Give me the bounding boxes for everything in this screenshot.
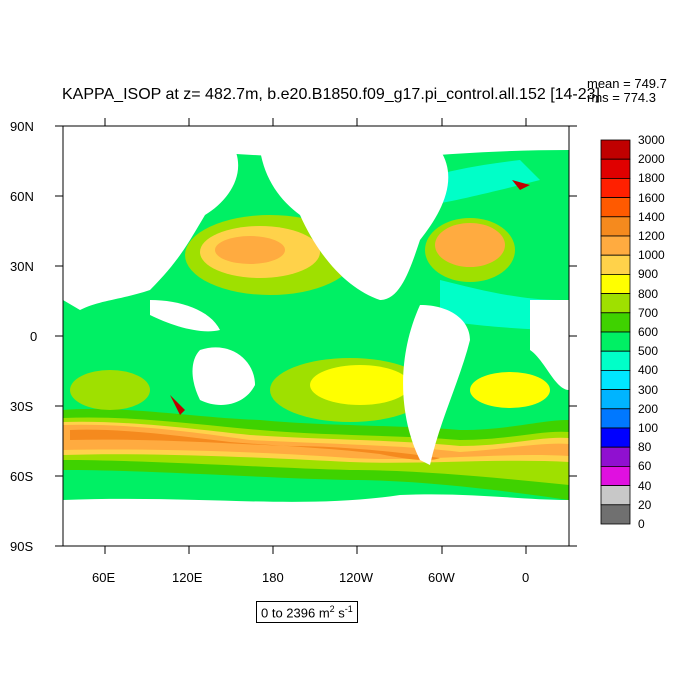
south-pacific-gyre-900 — [310, 365, 410, 405]
map-field — [63, 126, 569, 546]
nw-atlantic-jet — [512, 180, 530, 190]
north-atlantic-gyre-1000 — [435, 223, 505, 267]
land-maritime-continent — [150, 300, 220, 332]
mean-stat: mean = 749.7 — [587, 76, 667, 91]
colorbar-swatch — [600, 446, 631, 467]
colorbar-label: 80 — [638, 440, 652, 455]
lat-label-90n: 90N — [10, 119, 34, 134]
lat-label-0: 0 — [30, 329, 38, 344]
indian-ocean-gyre-800 — [70, 370, 150, 410]
lat-label-60s: 60S — [10, 469, 34, 484]
plot-title: KAPPA_ISOP at z= 482.7m, b.e20.B1850.f09… — [62, 86, 600, 103]
southern-ocean-band-1400 — [70, 429, 440, 461]
colorbar-label: 500 — [638, 344, 659, 359]
lon-label-60w: 60W — [428, 570, 455, 585]
colorbar-swatch — [600, 235, 631, 256]
colorbar-label: 700 — [638, 305, 659, 320]
land-australia — [192, 347, 255, 405]
colorbar-swatch — [600, 369, 631, 390]
colorbar-label: 1600 — [638, 190, 665, 205]
colorbar-label: 60 — [638, 459, 652, 474]
land-antarctica — [63, 494, 569, 546]
range-sup-1: 2 — [329, 604, 335, 614]
colorbar-label: 1000 — [638, 248, 665, 263]
lon-label-120w: 120W — [339, 570, 373, 585]
range-prefix: 0 to 2396 m — [261, 605, 330, 621]
colorbar-label: 2000 — [638, 152, 665, 167]
southern-ocean-band-1200 — [63, 424, 569, 459]
colorbar-swatch — [600, 197, 631, 218]
colorbar-label: 400 — [638, 363, 659, 378]
colorbar-swatch — [600, 331, 631, 352]
colorbar-swatch — [600, 139, 631, 160]
colorbar-swatch — [600, 273, 631, 294]
land-arctic — [63, 126, 569, 160]
colorbar-swatch — [600, 312, 631, 333]
lon-label-60e: 60E — [92, 570, 116, 585]
rms-stat: rms = 774.3 — [587, 90, 657, 105]
colorbar-swatch — [600, 293, 631, 314]
colorbar-swatch — [600, 427, 631, 448]
lon-label-180: 180 — [262, 570, 284, 585]
lat-label-30n: 30N — [10, 259, 34, 274]
colorbar-swatch — [600, 465, 631, 486]
colorbar-label: 40 — [638, 478, 652, 493]
south-atlantic-gyre-900 — [470, 372, 550, 408]
colorbar-swatch — [600, 389, 631, 410]
colorbar-label: 800 — [638, 286, 659, 301]
colorbar-swatch — [600, 216, 631, 237]
colorbar-label: 100 — [638, 421, 659, 435]
axis-ticks — [55, 118, 577, 554]
colorbar-swatch — [600, 158, 631, 179]
lat-label-90s: 90S — [10, 539, 34, 554]
land-eurasia — [63, 140, 239, 310]
lon-label-0: 0 — [522, 570, 530, 585]
colorbar-label: 20 — [638, 497, 652, 512]
lat-label-60n: 60N — [10, 189, 34, 204]
lon-label-120e: 120E — [172, 570, 203, 585]
range-box: 0 to 2396 m2 s-1 — [256, 601, 358, 624]
north-pacific-gyre-1200 — [215, 236, 285, 264]
range-sup-2: -1 — [344, 604, 353, 614]
colorbar-label: 300 — [638, 382, 659, 397]
colorbar-label: 1400 — [638, 209, 665, 224]
land-north-america — [260, 150, 449, 300]
colorbar-swatch — [600, 485, 631, 506]
colorbar-label: 600 — [638, 325, 659, 339]
colorbar-label: 0 — [638, 517, 645, 531]
colorbar-swatch — [600, 408, 631, 429]
lat-label-30s: 30S — [10, 399, 34, 414]
colorbar-swatch — [600, 177, 631, 198]
colorbar-swatch — [600, 254, 631, 275]
west-australia-jet — [170, 395, 185, 415]
arctic-atlantic-500 — [420, 160, 540, 205]
colorbar-label: 900 — [638, 267, 659, 282]
colorbar — [600, 139, 631, 525]
land — [63, 126, 569, 546]
colorbar-label: 200 — [638, 401, 659, 416]
land-africa — [530, 300, 569, 390]
colorbar-label: 1200 — [638, 229, 665, 243]
range-mid: s — [334, 605, 345, 621]
colorbar-swatch — [600, 504, 631, 525]
land-south-america — [403, 305, 470, 465]
colorbar-label: 3000 — [638, 133, 665, 147]
colorbar-label: 1800 — [638, 171, 665, 186]
colorbar-swatch — [600, 350, 631, 371]
